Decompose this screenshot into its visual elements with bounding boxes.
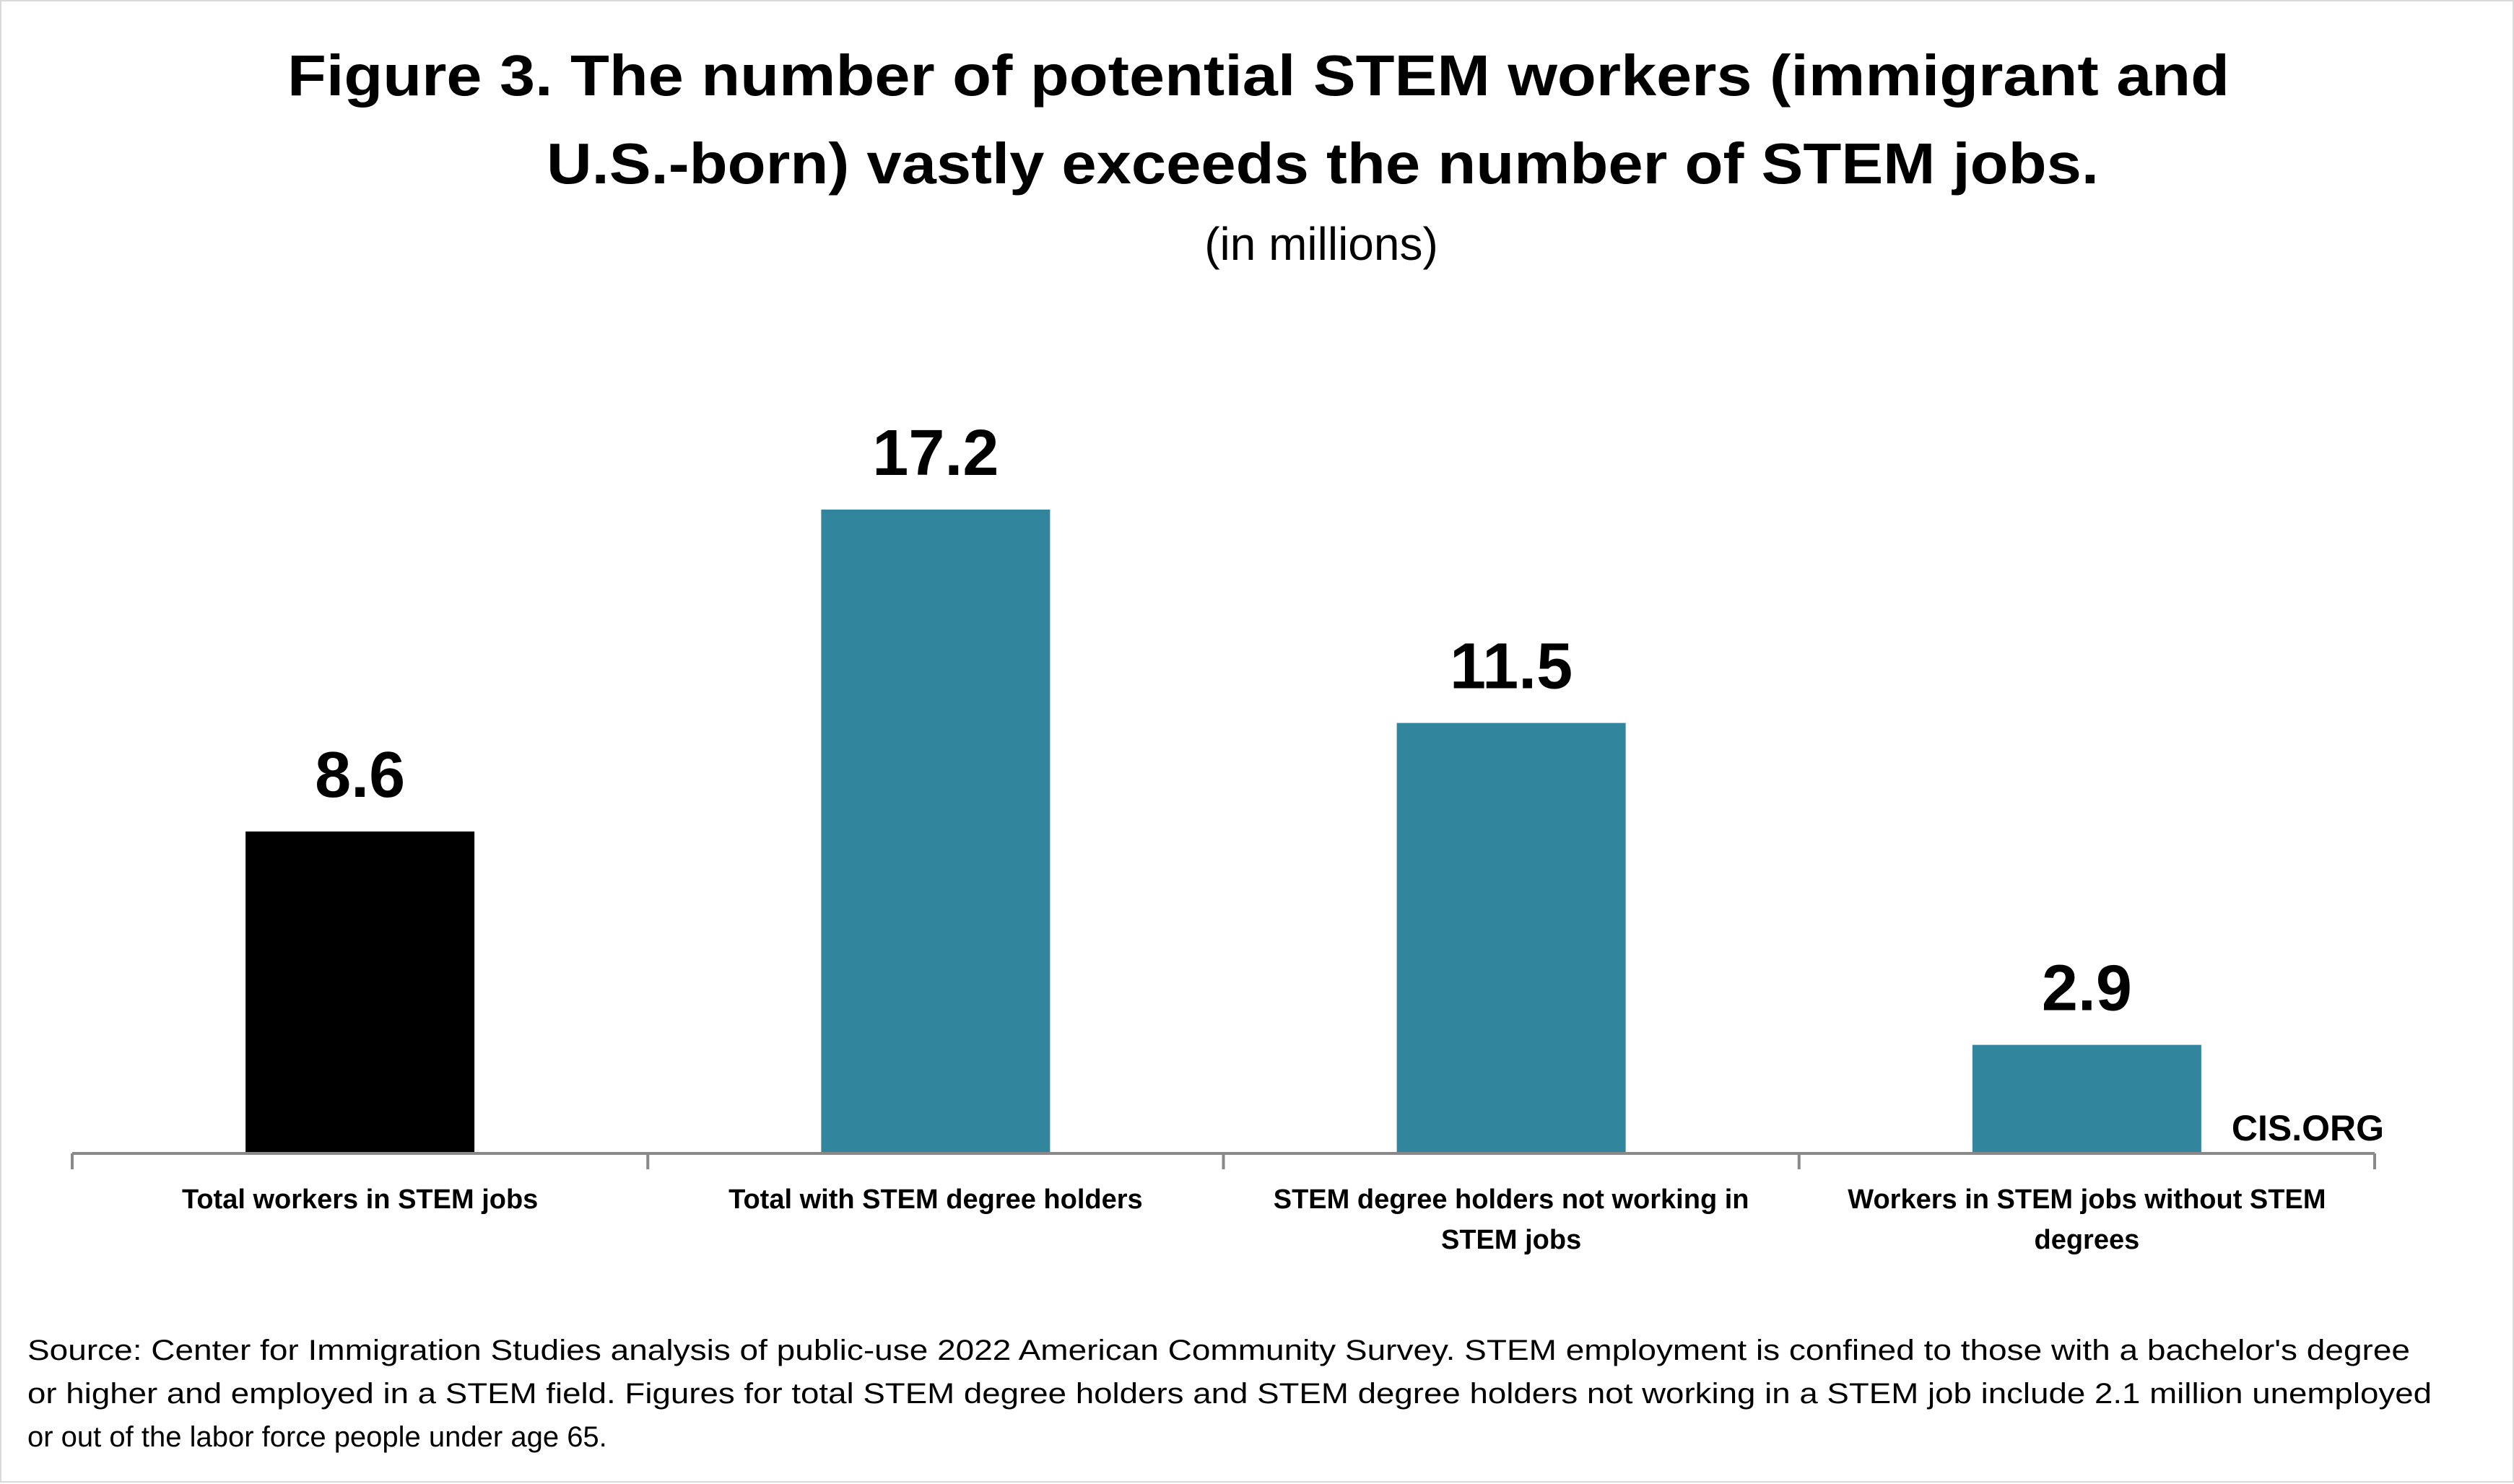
bar xyxy=(1396,723,1626,1153)
data-label: 2.9 xyxy=(2042,953,2132,1025)
x-tick-label: STEM degree holders not working in xyxy=(1274,1184,1749,1215)
x-tick-label: Total with STEM degree holders xyxy=(728,1184,1143,1215)
chart-title-line-2: U.S.-born) vastly exceeds the number of … xyxy=(547,131,2099,196)
bar xyxy=(245,832,475,1153)
bar xyxy=(821,510,1051,1153)
x-tick-label: Workers in STEM jobs without STEM xyxy=(1848,1184,2326,1215)
x-tick-label: Total workers in STEM jobs xyxy=(182,1184,538,1215)
chart-subtitle: (in millions) xyxy=(1204,218,1438,270)
x-tick-label: STEM jobs xyxy=(1441,1225,1581,1255)
data-label: 8.6 xyxy=(315,739,405,811)
source-note-line-3: or out of the labor force people under a… xyxy=(27,1421,607,1453)
x-tick-label: degrees xyxy=(2035,1225,2140,1255)
bar xyxy=(1972,1044,2201,1153)
data-label: 17.2 xyxy=(872,417,999,489)
brand-label: CIS.ORG xyxy=(2232,1108,2384,1148)
chart-title-line-1: Figure 3. The number of potential STEM w… xyxy=(287,43,2230,108)
source-note-line-1: Source: Center for Immigration Studies a… xyxy=(27,1335,2410,1366)
source-note-line-2: or higher and employed in a STEM field. … xyxy=(27,1378,2432,1410)
data-label: 11.5 xyxy=(1450,631,1573,703)
